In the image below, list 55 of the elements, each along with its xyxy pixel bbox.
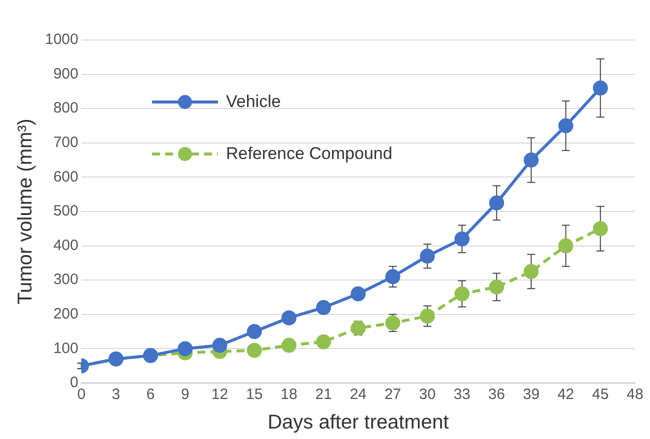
y-axis-title: Tumor volume (mm³) <box>14 118 37 304</box>
x-tick-label: 45 <box>592 386 609 404</box>
y-tick-label: 300 <box>53 271 78 288</box>
x-tick-label: 6 <box>146 386 155 404</box>
point <box>385 269 400 284</box>
point <box>316 300 332 316</box>
x-tick-label: 3 <box>112 386 120 404</box>
point <box>558 238 574 254</box>
point <box>489 195 504 210</box>
point <box>281 338 296 353</box>
y-tick-label: 0 <box>70 374 78 392</box>
point <box>350 286 366 302</box>
legend-label: Reference Compound <box>226 144 392 164</box>
point <box>178 341 193 356</box>
point <box>212 338 228 353</box>
point <box>454 231 470 246</box>
x-tick-label: 18 <box>280 386 298 404</box>
y-tick-label: 1000 <box>44 31 78 48</box>
x-tick-label: 36 <box>488 386 505 404</box>
point <box>524 152 539 168</box>
y-tick-label: 700 <box>53 134 78 152</box>
legend-label: Vehicle <box>226 92 281 112</box>
y-tick-label: 600 <box>53 168 78 186</box>
y-tick-label: 900 <box>53 65 78 82</box>
x-tick-label: 42 <box>557 386 574 404</box>
y-tick-label: 800 <box>53 100 78 117</box>
y-tick-label: 400 <box>53 236 78 254</box>
point <box>420 308 435 324</box>
y-tick-label: 500 <box>53 202 78 220</box>
x-tick-label: 33 <box>454 386 470 404</box>
x-tick-label: 9 <box>181 386 190 404</box>
x-tick-label: 15 <box>246 386 263 404</box>
point <box>385 315 400 330</box>
point <box>592 80 608 96</box>
point <box>454 286 470 302</box>
y-tick-label: 100 <box>53 340 78 357</box>
x-tick-label: 27 <box>384 386 402 404</box>
x-tick-label: 21 <box>315 386 332 404</box>
x-tick-label: 12 <box>211 386 228 404</box>
point <box>558 118 574 134</box>
point <box>420 248 435 264</box>
point <box>350 320 366 336</box>
x-tick-label: 39 <box>522 386 540 404</box>
point <box>489 279 504 294</box>
point <box>592 221 608 236</box>
point <box>281 310 296 326</box>
x-tick-label: 30 <box>419 386 436 404</box>
point <box>246 324 262 340</box>
x-axis-title: Days after treatment <box>268 412 450 434</box>
y-tick-label: 200 <box>53 306 78 323</box>
point <box>316 334 332 350</box>
x-tick-label: 48 <box>626 386 644 404</box>
point <box>246 342 262 358</box>
x-tick-label: 24 <box>350 386 367 404</box>
point <box>524 264 539 280</box>
